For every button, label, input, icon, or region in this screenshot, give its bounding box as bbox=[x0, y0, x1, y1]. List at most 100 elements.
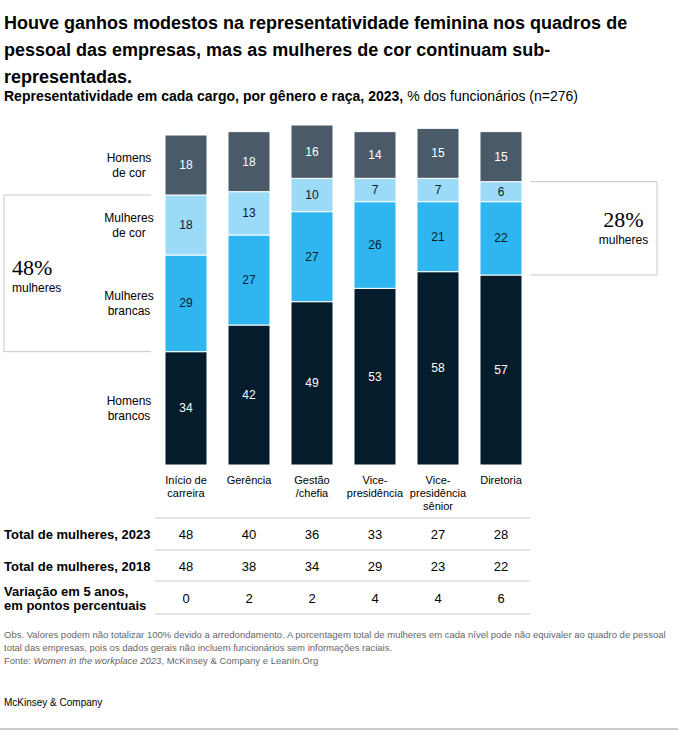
bar-segment bbox=[480, 202, 522, 275]
data-label: 18 bbox=[242, 155, 256, 169]
table-cell: 48 bbox=[179, 559, 193, 574]
chart-svg: Representatividade em cada cargo, por gê… bbox=[0, 0, 678, 733]
table-row-label-line: Total de mulheres, 2023 bbox=[4, 527, 150, 542]
bar-segment bbox=[480, 182, 522, 202]
bar-segment bbox=[165, 352, 207, 465]
table-cell: 36 bbox=[305, 527, 319, 542]
bar-segment bbox=[228, 235, 270, 325]
data-label: 29 bbox=[179, 296, 193, 310]
table-cell: 2 bbox=[308, 591, 315, 606]
source-title: Women in the workplace 2023 bbox=[34, 655, 162, 666]
data-label: 7 bbox=[372, 183, 379, 197]
data-label: 16 bbox=[305, 145, 319, 159]
table-row-label-line: em pontos percentuais bbox=[4, 598, 146, 613]
category-label: Gerência bbox=[227, 474, 273, 486]
bracket-left bbox=[4, 195, 151, 352]
data-label: 53 bbox=[368, 370, 382, 384]
table-rule bbox=[155, 550, 530, 551]
category-label: Diretoria bbox=[480, 474, 522, 486]
legend-label: Mulheresde cor bbox=[104, 211, 153, 240]
table-cell: 28 bbox=[494, 527, 508, 542]
table-row-label: Variação em 5 anos,em pontos percentuais bbox=[4, 584, 146, 613]
bar-segment bbox=[165, 135, 207, 195]
legend-label: Mulheresbrancas bbox=[104, 289, 153, 318]
category-label-line: Diretoria bbox=[480, 474, 522, 486]
bar-segment bbox=[354, 178, 396, 201]
bar-segment bbox=[417, 272, 459, 465]
table: Total de mulheres, 2023484036332728Total… bbox=[4, 518, 530, 614]
data-label: 49 bbox=[305, 376, 319, 390]
bars bbox=[165, 125, 522, 465]
legend-label-line: Homens bbox=[107, 394, 152, 408]
data-label: 21 bbox=[431, 230, 445, 244]
legend-label-line: Homens bbox=[107, 151, 152, 165]
table-cell: 22 bbox=[494, 559, 508, 574]
category-label-line: Início de bbox=[165, 474, 207, 486]
subtitle-unit: % dos funcionários (n=276) bbox=[407, 88, 578, 104]
note: Obs. Valores podem não totalizar 100% de… bbox=[4, 629, 672, 654]
table-cell: 33 bbox=[368, 527, 382, 542]
annotations: 48%mulheres28%mulheres bbox=[4, 182, 657, 352]
category-label: Início decarreira bbox=[165, 474, 207, 499]
bar-segment bbox=[291, 302, 333, 465]
table-cell: 40 bbox=[242, 527, 256, 542]
legend-label-line: Mulheres bbox=[104, 211, 153, 225]
bar-segment bbox=[291, 212, 333, 302]
table-cell: 0 bbox=[182, 591, 189, 606]
data-label: 18 bbox=[179, 218, 193, 232]
bar-segment bbox=[354, 202, 396, 289]
table-row-label: Total de mulheres, 2018 bbox=[4, 559, 150, 574]
bar-segment bbox=[291, 178, 333, 211]
source-rest: , McKinsey & Company e LeanIn.Org bbox=[161, 655, 318, 666]
table-row-label: Total de mulheres, 2023 bbox=[4, 527, 150, 542]
bar-segment bbox=[417, 178, 459, 201]
table-cell: 29 bbox=[368, 559, 382, 574]
bar-segment bbox=[291, 125, 333, 178]
legend-label-line: de cor bbox=[112, 166, 145, 180]
legend-label: Homensde cor bbox=[107, 151, 152, 180]
category-label-line: carreira bbox=[167, 487, 205, 499]
data-label: 13 bbox=[242, 206, 256, 220]
table-rule bbox=[155, 518, 530, 519]
annotation-text: mulheres bbox=[12, 281, 61, 295]
subtitle-main: Representatividade em cada cargo, por gê… bbox=[4, 88, 403, 104]
table-cell: 2 bbox=[245, 591, 252, 606]
category-label-line: presidência bbox=[410, 487, 467, 499]
data-label: 26 bbox=[368, 238, 382, 252]
bar-segment bbox=[480, 132, 522, 182]
legend-label-line: Mulheres bbox=[104, 289, 153, 303]
category-label: Vice-presidência bbox=[347, 474, 404, 499]
data-label: 15 bbox=[494, 150, 508, 164]
legend-label-line: de cor bbox=[112, 226, 145, 240]
bar-segment bbox=[417, 128, 459, 178]
category-label: Vice-presidênciasênior bbox=[410, 474, 467, 512]
data-label: 18 bbox=[179, 158, 193, 172]
logo: McKinsey & Company bbox=[4, 697, 102, 708]
title: Houve ganhos modestos na representativid… bbox=[4, 10, 672, 91]
annotation-value: 28% bbox=[603, 207, 643, 232]
annotation-value: 48% bbox=[12, 255, 52, 280]
category-label-line: /chefia bbox=[296, 487, 329, 499]
table-cell: 6 bbox=[497, 591, 504, 606]
data-label: 7 bbox=[435, 183, 442, 197]
bar-segment bbox=[354, 288, 396, 465]
table-cell: 34 bbox=[305, 559, 319, 574]
bar-segment bbox=[354, 132, 396, 179]
table-row-label-line: Variação em 5 anos, bbox=[4, 584, 128, 599]
data-label: 22 bbox=[494, 231, 508, 245]
category-label-line: Gestão bbox=[294, 474, 329, 486]
data-label: 58 bbox=[431, 361, 445, 375]
source-prefix: Fonte: bbox=[4, 655, 34, 666]
legend-label-line: brancas bbox=[108, 304, 151, 318]
category-label-line: sênior bbox=[423, 500, 453, 512]
bar-segment bbox=[417, 202, 459, 272]
category-label-line: Vice- bbox=[426, 474, 451, 486]
table-cell: 23 bbox=[431, 559, 445, 574]
bottom-rule bbox=[0, 729, 678, 730]
legend-label: Homensbrancos bbox=[107, 394, 152, 423]
category-label: Gestão/chefia bbox=[294, 474, 329, 499]
bar-segment bbox=[480, 275, 522, 465]
table-cell: 4 bbox=[434, 591, 441, 606]
category-label-line: Gerência bbox=[227, 474, 273, 486]
table-cell: 38 bbox=[242, 559, 256, 574]
